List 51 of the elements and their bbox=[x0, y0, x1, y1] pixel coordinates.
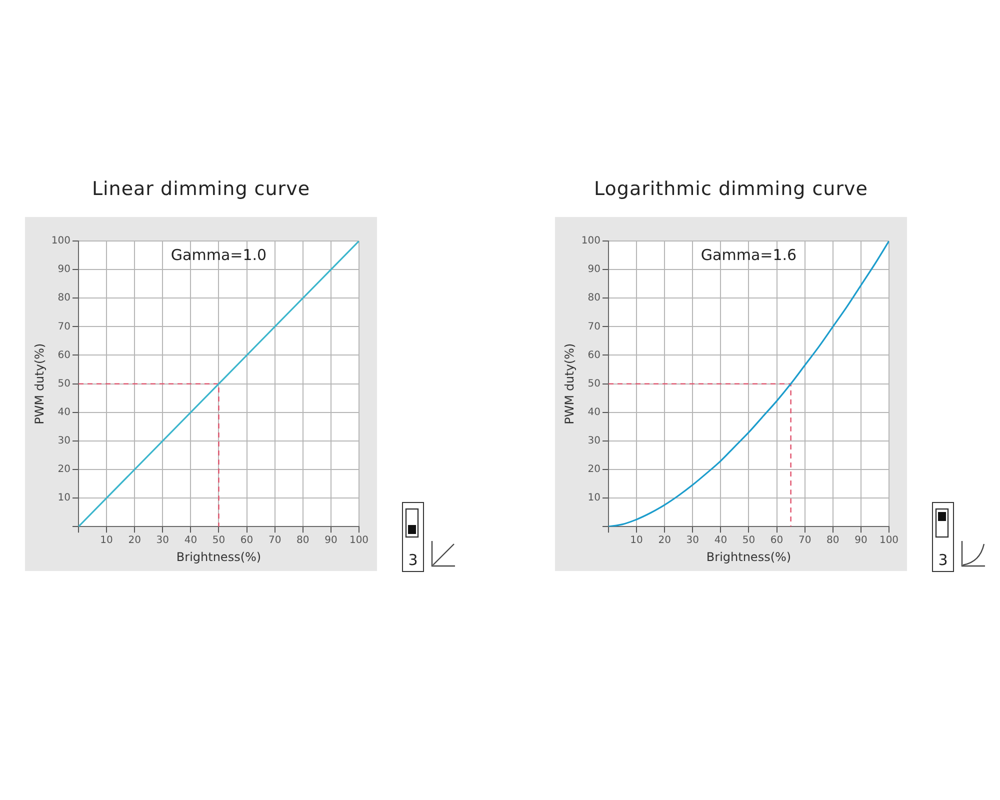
y-tick-label: 30 bbox=[58, 436, 70, 447]
x-tick-label: 70 bbox=[798, 535, 812, 546]
x-tick-label: 70 bbox=[268, 535, 282, 546]
y-tick-label: 20 bbox=[58, 464, 70, 476]
x-tick-label: 100 bbox=[879, 535, 899, 546]
y-tick-label: 50 bbox=[588, 378, 600, 390]
x-tick-label: 20 bbox=[128, 535, 141, 546]
line-series bbox=[608, 241, 889, 527]
y-tick-label: 90 bbox=[588, 264, 600, 276]
y-tick-label: 80 bbox=[588, 292, 600, 304]
y-tick-label: 100 bbox=[51, 236, 70, 247]
y-tick-label: 10 bbox=[58, 492, 70, 504]
y-tick-label: 10 bbox=[588, 492, 600, 504]
x-tick-label: 50 bbox=[212, 535, 226, 546]
chart-title: Logarithmic dimming curve bbox=[593, 178, 869, 200]
text: 3 bbox=[937, 551, 949, 569]
x-tick-label: 80 bbox=[296, 535, 310, 546]
x-tick-label: 50 bbox=[742, 535, 756, 546]
x-axis-title: Brightness(%) bbox=[176, 550, 262, 564]
y-tick-label: 70 bbox=[58, 321, 70, 332]
x-tick-label: 90 bbox=[854, 535, 868, 546]
x-tick-label: 60 bbox=[240, 535, 254, 546]
x-tick-label: 80 bbox=[826, 535, 840, 546]
y-tick-label: 20 bbox=[588, 464, 600, 476]
x-axis-title: Brightness(%) bbox=[706, 550, 792, 564]
annotation: Gamma=1.6 bbox=[700, 246, 797, 264]
y-tick-label: 90 bbox=[58, 264, 70, 276]
x-tick-label: 10 bbox=[100, 535, 113, 546]
x-tick-label: 100 bbox=[349, 535, 369, 546]
y-tick-label: 30 bbox=[588, 436, 600, 447]
y-tick-label: 70 bbox=[588, 321, 600, 332]
x-tick-label: 40 bbox=[184, 535, 198, 546]
x-tick-label: 10 bbox=[630, 535, 643, 546]
x-tick-label: 20 bbox=[658, 535, 671, 546]
y-tick-label: 60 bbox=[588, 350, 600, 361]
y-tick-label: 50 bbox=[58, 378, 70, 390]
x-tick-label: 60 bbox=[770, 535, 784, 546]
chart-title: Linear dimming curve bbox=[90, 178, 312, 200]
x-tick-label: 40 bbox=[714, 535, 728, 546]
y-axis-title: PWM duty(%) bbox=[562, 343, 576, 424]
y-tick-label: 40 bbox=[588, 406, 600, 418]
x-tick-label: 30 bbox=[156, 535, 170, 546]
annotation: Gamma=1.0 bbox=[170, 246, 267, 264]
text: 3 bbox=[407, 551, 419, 569]
x-tick-label: 30 bbox=[686, 535, 700, 546]
y-tick-label: 80 bbox=[58, 292, 70, 304]
x-tick-label: 90 bbox=[324, 535, 338, 546]
y-axis-title: PWM duty(%) bbox=[32, 343, 46, 424]
y-tick-label: 100 bbox=[581, 236, 600, 247]
y-tick-label: 40 bbox=[58, 406, 70, 418]
y-tick-label: 60 bbox=[58, 350, 70, 361]
